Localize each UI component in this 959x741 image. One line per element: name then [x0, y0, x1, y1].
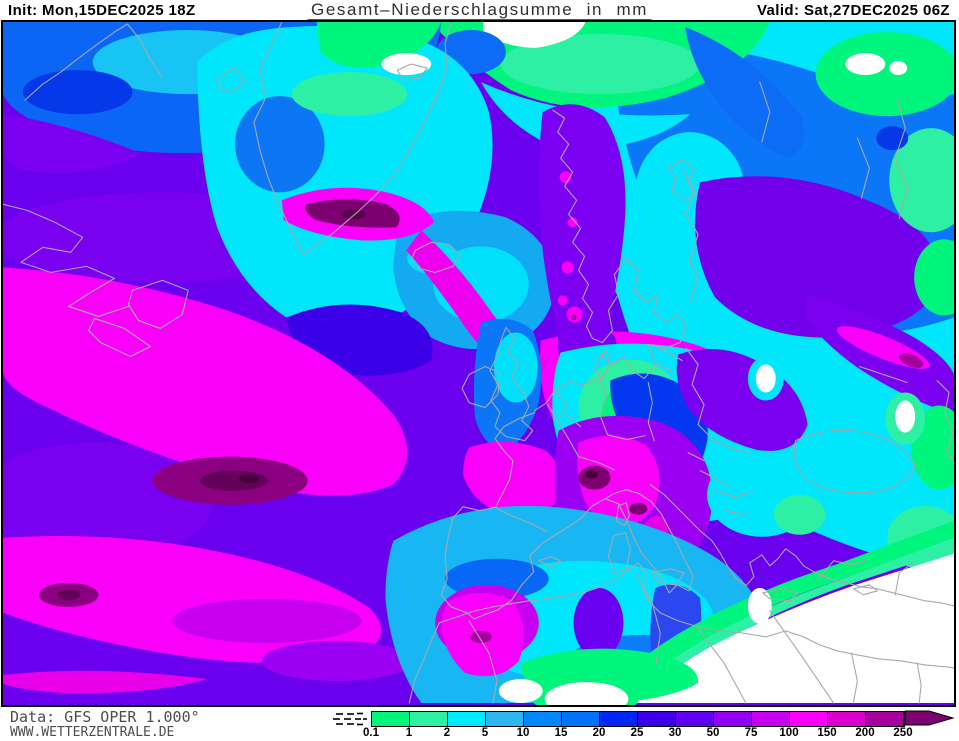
legend-cell [600, 712, 638, 726]
legend-cell [562, 712, 600, 726]
coastlines [3, 22, 954, 704]
data-source-credit: Data: GFS OPER 1.000° [10, 708, 200, 726]
legend-cell [714, 712, 752, 726]
legend-cell [486, 712, 524, 726]
legend-tick: 75 [744, 727, 758, 739]
legend-cell [372, 712, 410, 726]
legend-tick: 200 [855, 727, 875, 739]
legend-cell [676, 712, 714, 726]
precipitation-map [1, 20, 956, 707]
legend-tick: 5 [481, 727, 489, 739]
legend-tick: 2 [443, 727, 451, 739]
legend-arrow-shape [905, 710, 955, 726]
legend-cell [790, 712, 828, 726]
legend-cell [448, 712, 486, 726]
legend-tick: 15 [554, 727, 568, 739]
legend-arrow-max-icon [905, 710, 955, 726]
legend-tick: 1 [405, 727, 413, 739]
init-timestamp: Init: Mon,15DEC2025 18Z [8, 2, 196, 19]
valid-timestamp: Valid: Sat,27DEC2025 06Z [756, 2, 950, 19]
legend-tick: 20 [592, 727, 606, 739]
legend-tick: 50 [706, 727, 720, 739]
precipitation-field-canvas [3, 22, 954, 705]
legend-tick: 150 [817, 727, 837, 739]
website-credit: WWW.WETTERZENTRALE.DE [10, 725, 175, 740]
legend-tick: 10 [516, 727, 530, 739]
legend-tick-labels: 0.1 1 2 5 10 15 20 25 30 50 75 100 150 2… [363, 727, 931, 741]
legend-cell [828, 712, 866, 726]
legend-cell [410, 712, 448, 726]
trace-dashes-icon [333, 712, 367, 726]
map-title: Gesamt–Niederschlagsumme in mm [307, 0, 652, 21]
legend-tick: 30 [668, 727, 682, 739]
legend-tick: 0.1 [363, 727, 379, 739]
precip-scale-legend [371, 711, 905, 727]
legend-cell [524, 712, 562, 726]
legend-tick: 25 [630, 727, 644, 739]
legend-tick: 100 [779, 727, 799, 739]
legend-cell [866, 712, 904, 726]
legend-cell [638, 712, 676, 726]
legend-tick: 250 [893, 727, 913, 739]
legend-cell [752, 712, 790, 726]
